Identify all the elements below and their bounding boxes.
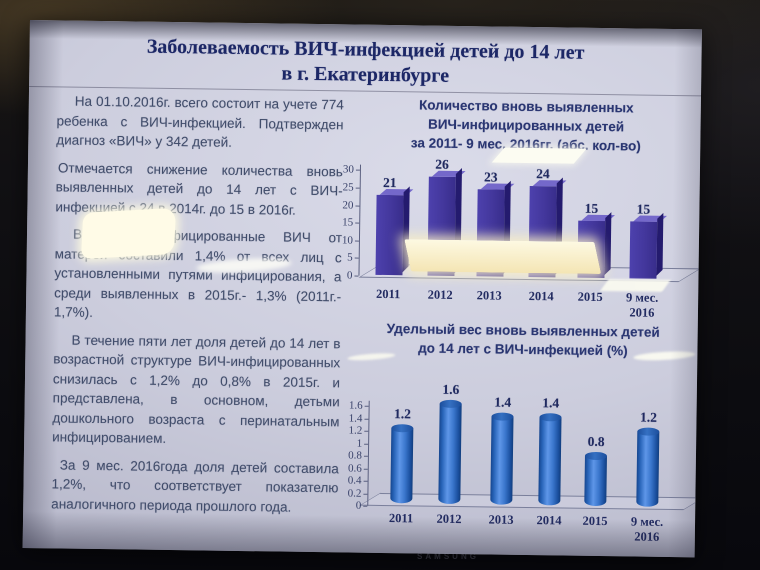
category-label: 2014 — [528, 288, 554, 304]
value-label: 23 — [483, 169, 498, 185]
bar-side-face — [454, 168, 462, 273]
category-label: 9 мес. 2016 — [630, 514, 664, 544]
category-label: 2011 — [375, 286, 401, 302]
paragraph-registered-children: На 01.10.2016г. всего состоит на учете 7… — [56, 93, 344, 150]
category-label: 2015 — [577, 289, 603, 305]
value-label: 15 — [584, 200, 599, 216]
y-tick-mark — [354, 275, 359, 277]
bar-top-face — [532, 180, 567, 187]
bar-2015 — [577, 212, 615, 279]
cylinder-cap — [439, 399, 462, 409]
body-text-column: На 01.10.2016г. всего состоит на учете 7… — [51, 91, 344, 525]
y-tick-mark — [355, 187, 360, 189]
y-tick-mark — [363, 468, 368, 470]
bar-top-face — [379, 188, 414, 196]
category-label: 2014 — [536, 513, 562, 528]
category-label: 9 мес. 2016 — [625, 290, 659, 320]
y-tick-mark — [364, 430, 369, 432]
y-axis-line — [367, 400, 370, 506]
chart-floor — [358, 263, 702, 283]
cylinder-cap — [539, 413, 562, 422]
bar-top-face — [581, 214, 615, 222]
y-tick-mark — [354, 257, 359, 260]
paragraph-decline-noted: Отмечается снижение количества вновь выя… — [55, 159, 344, 218]
bar-side-face — [656, 212, 664, 276]
bar-top-face — [633, 215, 667, 222]
paragraph-five-year-share: В течение пяти лет доля детей до 14 лет … — [52, 332, 341, 446]
glare-reflection — [404, 239, 602, 274]
category-label: 2012 — [436, 511, 462, 527]
paragraph-nine-months-2016: За 9 мес. 2016года доля детей составила … — [51, 456, 339, 515]
y-tick-mark — [364, 443, 369, 445]
value-label: 26 — [435, 156, 449, 172]
chart-floor — [359, 492, 702, 511]
presentation-slide: Заболеваемость ВИЧ-инфекцией детей до 14… — [22, 20, 702, 558]
value-label: 24 — [536, 166, 550, 182]
y-tick-mark — [363, 493, 368, 495]
value-label: 21 — [382, 174, 397, 191]
category-label: 2013 — [488, 512, 514, 527]
bar-side-face — [555, 177, 563, 275]
bar-side-face — [503, 180, 511, 274]
bar-2014 — [528, 177, 567, 278]
bar-9 мес. — [629, 212, 667, 279]
value-label: 0.8 — [587, 433, 605, 450]
y-tick-mark — [364, 405, 369, 407]
cylinder-cap — [391, 424, 414, 433]
cylinder-bar-9 мес. — [636, 427, 660, 507]
value-label: 15 — [636, 201, 651, 217]
bar-top-face — [480, 183, 515, 190]
cylinder-bar-2014 — [538, 413, 562, 506]
glare-reflection — [600, 279, 671, 292]
bar-2011 — [375, 186, 414, 276]
value-label: 1.4 — [542, 395, 560, 411]
category-label: 2015 — [582, 513, 608, 529]
bar-top-face — [431, 170, 466, 178]
y-tick-mark — [355, 169, 360, 172]
bar-2012 — [427, 168, 466, 276]
y-axis-line — [358, 165, 362, 276]
bar-2013 — [476, 180, 515, 277]
cylinder-bar-2013 — [490, 412, 514, 505]
value-label: 1.2 — [639, 409, 658, 425]
chart1-title: Количество вновь выявленных ВИЧ-инфициро… — [410, 97, 641, 154]
value-label: 1.6 — [442, 381, 460, 398]
chart2-title: Удельный вес вновь выявленных детей до 1… — [386, 321, 660, 359]
y-tick-mark — [363, 480, 368, 482]
bar-side-face — [402, 186, 410, 273]
cylinder-cap — [491, 412, 514, 421]
y-tick-mark — [363, 455, 368, 457]
y-tick-mark — [363, 505, 368, 507]
value-label: 1.2 — [393, 406, 412, 422]
cylinder-bar-2012 — [438, 399, 462, 505]
y-tick-mark — [355, 222, 360, 224]
category-label: 2012 — [427, 287, 453, 302]
cylinder-bar-2015 — [584, 451, 608, 507]
category-label: 2011 — [388, 511, 414, 526]
cylinder-cap — [637, 427, 660, 436]
cylinder-bar-2011 — [390, 424, 414, 504]
slide-title: Заболеваемость ВИЧ-инфекцией детей до 14… — [69, 34, 662, 92]
bar-side-face — [604, 212, 612, 276]
cylinder-cap — [584, 451, 608, 461]
y-tick-mark — [364, 418, 369, 420]
value-label: 1.4 — [494, 394, 512, 410]
paragraph-mother-transmission: В 2016г. инфицированные ВИЧ от матерей с… — [53, 226, 343, 320]
category-label: 2013 — [476, 288, 502, 303]
y-tick-mark — [354, 240, 359, 242]
y-tick-mark — [355, 205, 360, 207]
